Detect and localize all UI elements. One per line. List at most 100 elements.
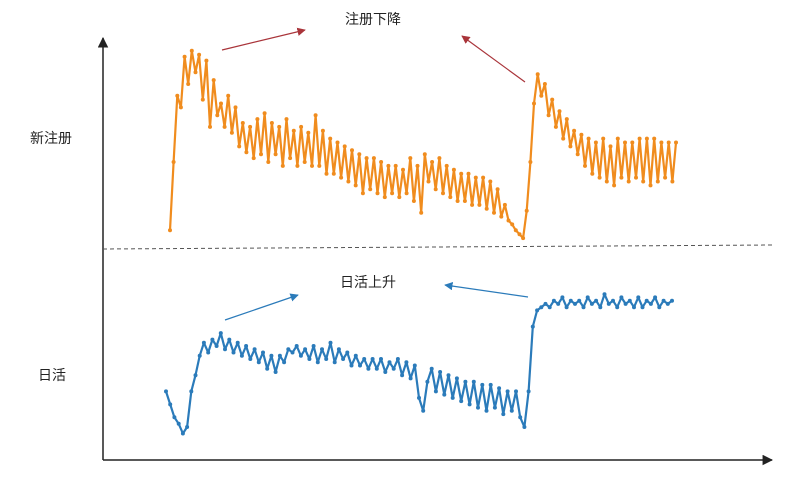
data-point-0-116 bbox=[590, 171, 595, 176]
data-point-0-98 bbox=[524, 208, 529, 213]
data-point-0-60 bbox=[386, 163, 391, 168]
data-point-0-72 bbox=[430, 160, 435, 164]
data-point-0-93 bbox=[506, 218, 511, 223]
data-point-1-117 bbox=[657, 305, 662, 310]
data-point-1-53 bbox=[387, 360, 392, 365]
data-point-1-56 bbox=[400, 373, 405, 378]
data-point-0-9 bbox=[200, 97, 205, 102]
data-point-0-114 bbox=[583, 163, 587, 168]
data-point-0-134 bbox=[655, 179, 660, 184]
data-point-0-36 bbox=[299, 124, 304, 129]
data-point-1-43 bbox=[345, 350, 350, 355]
data-point-1-1 bbox=[168, 402, 173, 407]
data-point-0-34 bbox=[291, 128, 296, 133]
data-point-1-101 bbox=[589, 301, 594, 306]
data-point-0-137 bbox=[666, 140, 671, 145]
data-point-1-114 bbox=[644, 298, 649, 303]
data-point-1-90 bbox=[543, 301, 548, 306]
data-point-0-127 bbox=[630, 140, 635, 145]
data-point-0-16 bbox=[226, 93, 231, 98]
data-point-0-115 bbox=[586, 136, 591, 141]
data-point-1-4 bbox=[180, 431, 185, 436]
data-point-0-138 bbox=[670, 179, 675, 184]
data-point-1-17 bbox=[235, 340, 240, 345]
data-point-0-118 bbox=[597, 175, 602, 180]
panel-divider bbox=[102, 244, 773, 250]
data-point-0-122 bbox=[612, 183, 617, 188]
data-point-0-136 bbox=[663, 175, 668, 180]
data-point-1-6 bbox=[189, 389, 194, 394]
data-point-0-75 bbox=[441, 191, 445, 196]
data-point-0-0 bbox=[168, 228, 172, 233]
ylabel-top: 新注册 bbox=[30, 131, 72, 147]
data-point-1-60 bbox=[417, 395, 421, 400]
data-point-1-82 bbox=[509, 408, 514, 413]
series-line-1 bbox=[164, 293, 673, 435]
data-point-0-108 bbox=[561, 136, 566, 141]
data-point-1-18 bbox=[239, 353, 244, 358]
data-point-0-6 bbox=[189, 48, 194, 53]
data-point-0-130 bbox=[641, 179, 646, 184]
series-layer bbox=[164, 48, 678, 436]
data-point-1-54 bbox=[391, 366, 396, 371]
data-point-1-79 bbox=[497, 386, 502, 391]
data-point-1-16 bbox=[231, 350, 236, 355]
data-point-1-107 bbox=[615, 305, 620, 310]
data-point-1-112 bbox=[636, 295, 641, 300]
data-point-1-69 bbox=[454, 376, 459, 381]
data-point-1-89 bbox=[539, 305, 544, 310]
data-point-0-106 bbox=[553, 124, 558, 129]
data-point-1-58 bbox=[408, 376, 413, 381]
data-point-0-109 bbox=[564, 117, 569, 122]
data-point-1-48 bbox=[366, 366, 371, 371]
data-point-0-92 bbox=[502, 202, 507, 207]
data-point-0-80 bbox=[459, 171, 464, 176]
data-point-0-69 bbox=[419, 210, 424, 215]
data-point-1-44 bbox=[349, 363, 354, 368]
data-point-0-11 bbox=[208, 124, 212, 129]
data-point-1-94 bbox=[560, 295, 565, 300]
data-point-1-113 bbox=[640, 305, 645, 310]
data-point-0-99 bbox=[528, 160, 533, 164]
annotation-bottom-arrow-left bbox=[224, 293, 299, 321]
data-point-0-1 bbox=[171, 160, 176, 164]
data-point-1-110 bbox=[627, 298, 632, 303]
data-point-1-68 bbox=[450, 395, 455, 400]
data-point-0-7 bbox=[193, 70, 198, 75]
data-point-1-13 bbox=[218, 331, 223, 336]
data-point-1-93 bbox=[556, 301, 561, 306]
data-point-1-73 bbox=[471, 379, 476, 384]
data-point-1-118 bbox=[661, 298, 666, 303]
data-point-1-11 bbox=[210, 337, 215, 342]
data-point-1-66 bbox=[442, 392, 447, 397]
data-point-0-62 bbox=[393, 163, 398, 168]
data-point-0-64 bbox=[401, 167, 405, 172]
data-point-1-109 bbox=[623, 301, 628, 306]
data-point-1-46 bbox=[358, 363, 362, 368]
data-point-0-89 bbox=[492, 210, 496, 215]
data-point-0-19 bbox=[237, 144, 242, 149]
data-point-1-57 bbox=[404, 360, 409, 365]
data-point-1-9 bbox=[201, 340, 206, 345]
data-point-0-103 bbox=[542, 82, 547, 86]
annotation-top-arrow-right bbox=[461, 35, 526, 83]
data-point-0-39 bbox=[310, 163, 314, 168]
data-point-1-86 bbox=[526, 389, 531, 394]
data-point-0-30 bbox=[277, 124, 282, 129]
data-point-1-2 bbox=[172, 415, 177, 420]
data-point-1-7 bbox=[193, 373, 198, 378]
data-point-0-37 bbox=[302, 160, 307, 164]
data-point-0-61 bbox=[390, 191, 395, 196]
data-point-1-10 bbox=[206, 350, 211, 355]
data-point-1-70 bbox=[459, 399, 464, 404]
data-point-1-115 bbox=[648, 301, 653, 306]
data-point-1-87 bbox=[530, 324, 535, 329]
data-point-0-12 bbox=[211, 78, 216, 83]
data-point-1-14 bbox=[223, 347, 227, 352]
data-point-1-39 bbox=[328, 340, 333, 345]
data-point-0-17 bbox=[229, 130, 234, 135]
data-point-1-77 bbox=[488, 382, 493, 387]
data-point-0-5 bbox=[186, 82, 191, 86]
data-point-0-131 bbox=[644, 136, 649, 141]
series-line-0 bbox=[168, 49, 678, 240]
